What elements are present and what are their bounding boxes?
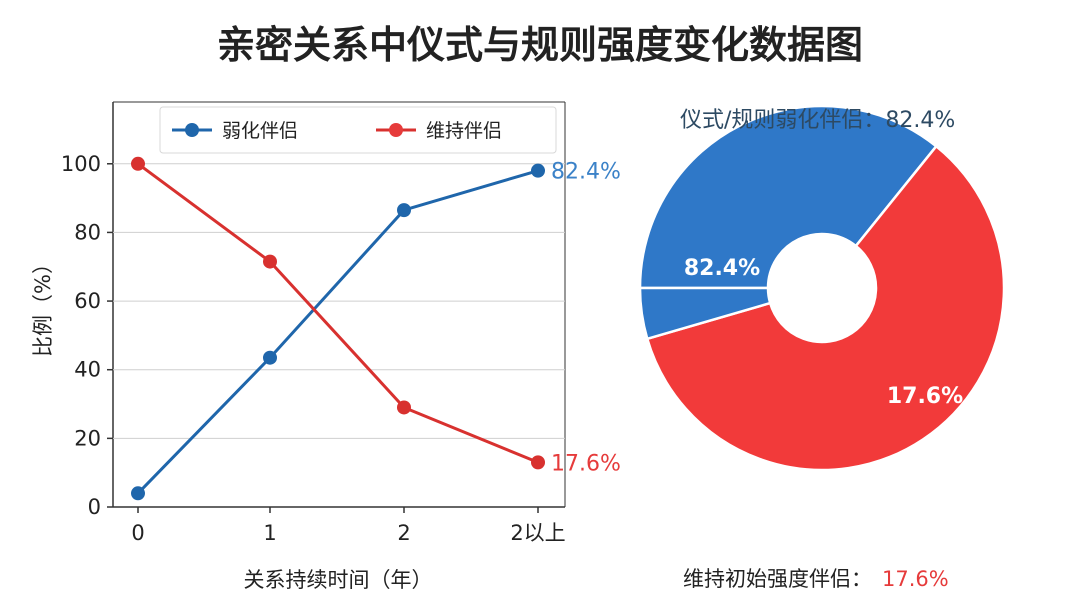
legend-label-maintained: 维持伴侣 (426, 120, 502, 142)
donut-slice-0 (638, 104, 938, 290)
legend-marker-maintained (389, 123, 403, 137)
series-line-0 (136, 169, 539, 495)
y-axis-label: 比例（%） (31, 253, 55, 357)
x-tick-label: 0 (131, 521, 144, 545)
line-chart: 0 20 40 60 80 100 0 1 2 2以上 82.4% 17.6% 弱化伴侣 维持伴侣… (31, 101, 621, 592)
donut-slice-1-label: 17.6% (887, 384, 963, 409)
donut-chart: 82.4% 17.6% (638, 104, 1006, 472)
y-tick-label: 80 (74, 220, 101, 244)
series-0-point (397, 203, 411, 218)
y-tick-label: 40 (74, 358, 101, 382)
y-tick-label: 20 (74, 426, 101, 450)
chart-title: 亲密关系中仪式与规则强度变化数据图 (216, 23, 863, 67)
series-1-point (263, 254, 277, 269)
series-1-point (531, 455, 545, 470)
y-tick-label: 100 (61, 152, 101, 176)
donut-slice-0-label: 82.4% (684, 256, 760, 281)
x-tick-label: 2 (397, 521, 410, 545)
series-0-end-label: 82.4% (551, 160, 621, 185)
legend-marker-weakened (185, 123, 199, 137)
legend-box (159, 106, 557, 154)
donut-footer: 维持初始强度伴侣： 17.6% (683, 563, 949, 593)
x-tick-label: 2以上 (510, 521, 565, 545)
x-tick-label: 1 (263, 521, 276, 545)
y-tick-label: 0 (88, 495, 101, 519)
series-1-point (131, 156, 145, 171)
donut-footer-label: 维持初始强度伴侣： (683, 567, 872, 591)
legend-label-weakened: 弱化伴侣 (222, 120, 298, 142)
series-1-end-label: 17.6% (551, 451, 621, 476)
series-0-point (131, 486, 145, 501)
series-0-point (531, 163, 545, 178)
legend: 弱化伴侣 维持伴侣 (159, 106, 557, 154)
donut-footer-value: 17.6% (882, 567, 949, 591)
x-axis-label: 关系持续时间（年） (244, 568, 433, 592)
donut-slice-2 (638, 286, 772, 341)
donut-caption: 仪式/规则弱化伴侣：82.4% (680, 108, 956, 133)
series-1-point (397, 400, 411, 415)
series-line-1 (137, 162, 539, 464)
y-tick-label: 60 (74, 289, 101, 313)
donut-slice-1 (645, 144, 1006, 472)
series-0-point (263, 350, 277, 365)
